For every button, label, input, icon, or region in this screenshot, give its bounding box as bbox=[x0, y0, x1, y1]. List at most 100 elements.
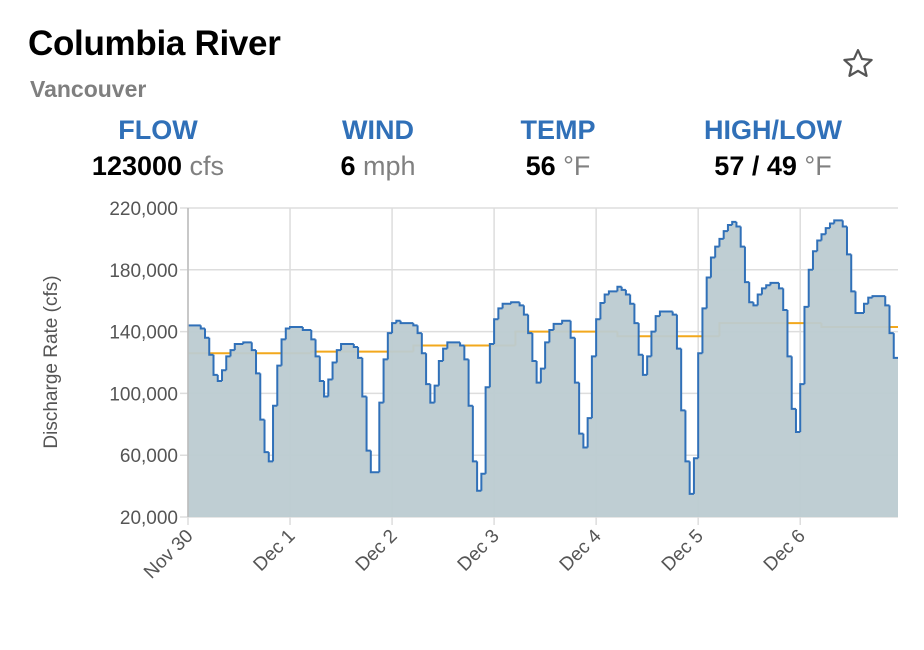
flow-step bbox=[471, 405, 478, 463]
flow-step bbox=[807, 268, 813, 307]
flow-step bbox=[650, 330, 656, 357]
flow-step bbox=[794, 408, 801, 434]
flow-step bbox=[386, 332, 393, 360]
flow-step bbox=[539, 367, 546, 383]
flow-step bbox=[811, 250, 818, 270]
stat-unit: mph bbox=[363, 151, 416, 181]
stat-label: TEMP bbox=[520, 115, 596, 145]
flow-step bbox=[357, 347, 363, 359]
flow-step bbox=[327, 378, 333, 397]
flow-step bbox=[420, 333, 427, 355]
flow-step bbox=[216, 374, 223, 383]
flow-step bbox=[777, 282, 784, 290]
stat-label: WIND bbox=[342, 115, 414, 145]
flow-step bbox=[301, 326, 312, 332]
flow-step bbox=[488, 342, 495, 388]
flow-step bbox=[280, 338, 286, 366]
flow-step bbox=[361, 357, 367, 398]
flow-step bbox=[862, 302, 869, 314]
flow-step bbox=[616, 285, 622, 292]
flow-step bbox=[884, 296, 890, 307]
flow-step bbox=[314, 339, 320, 358]
flow-step bbox=[590, 355, 597, 419]
stat-unit: cfs bbox=[189, 151, 225, 181]
flow-step bbox=[748, 282, 754, 304]
flow-step bbox=[654, 315, 660, 332]
flow-step bbox=[675, 314, 682, 350]
flow-step bbox=[586, 417, 592, 448]
flow-step bbox=[680, 348, 686, 412]
stat-value: 123000 bbox=[91, 151, 183, 181]
flow-step bbox=[501, 302, 512, 309]
flow-step bbox=[573, 337, 580, 384]
flow-step bbox=[340, 342, 354, 351]
flow-step bbox=[399, 320, 414, 325]
flow-step bbox=[828, 222, 835, 229]
stat-unit: °F bbox=[804, 151, 832, 181]
flow-step bbox=[578, 382, 584, 435]
stat-high-low: HIGH/LOW 57 / 49 °F bbox=[663, 112, 883, 184]
stat-value: 57 / 49 bbox=[714, 151, 797, 181]
flow-step bbox=[459, 342, 465, 347]
flow-step bbox=[803, 305, 809, 385]
flow-step bbox=[752, 302, 758, 307]
flow-step bbox=[671, 311, 677, 316]
flow-step bbox=[259, 373, 265, 421]
flow-step bbox=[739, 226, 745, 248]
flow-line bbox=[188, 219, 898, 495]
x-tick-label: Dec 1 bbox=[250, 526, 300, 576]
flow-step bbox=[544, 341, 550, 369]
flow-step bbox=[535, 360, 541, 384]
flow-step bbox=[816, 239, 822, 252]
flow-step bbox=[284, 327, 291, 340]
stat-value: 56 bbox=[525, 151, 556, 181]
y-axis-label: Discharge Rate (cfs) bbox=[41, 275, 62, 448]
flow-step bbox=[552, 322, 563, 331]
flow-step bbox=[595, 318, 601, 357]
flow-step bbox=[850, 254, 856, 293]
flow-step bbox=[476, 461, 482, 492]
flow-step bbox=[369, 450, 380, 474]
flow-step bbox=[760, 287, 767, 295]
flow-step bbox=[561, 319, 571, 324]
flow-step bbox=[845, 226, 852, 256]
flow-step bbox=[310, 330, 316, 341]
flow-step bbox=[599, 302, 605, 320]
x-tick-label: Dec 2 bbox=[352, 526, 402, 576]
flow-step bbox=[603, 293, 609, 304]
favorite-star-icon[interactable] bbox=[840, 46, 876, 82]
flow-step bbox=[255, 350, 261, 375]
flow-step bbox=[718, 237, 724, 247]
stat-temp: TEMP 56 °F bbox=[448, 112, 668, 184]
y-tick-label: 220,000 bbox=[109, 199, 178, 220]
flow-step bbox=[892, 333, 898, 359]
flow-step bbox=[790, 356, 796, 410]
flow-step bbox=[756, 293, 762, 306]
flow-step bbox=[799, 383, 805, 433]
flow-step bbox=[276, 364, 282, 406]
flow-step bbox=[331, 361, 337, 380]
flow-step bbox=[637, 323, 643, 356]
location-subtitle: Vancouver bbox=[30, 76, 147, 102]
flow-step bbox=[658, 310, 673, 317]
flow-step bbox=[646, 355, 652, 375]
flow-step bbox=[221, 369, 227, 382]
y-tick-label: 60,000 bbox=[120, 446, 178, 467]
flow-step bbox=[416, 325, 422, 335]
x-tick-label: Dec 5 bbox=[658, 526, 708, 576]
x-tick-label: Nov 30 bbox=[140, 526, 197, 583]
flow-step bbox=[446, 341, 461, 349]
flow-step bbox=[433, 384, 439, 403]
x-tick-label: Dec 4 bbox=[556, 525, 606, 575]
flow-step bbox=[204, 328, 210, 339]
flow-step bbox=[323, 381, 329, 398]
flow-step bbox=[242, 341, 252, 344]
stat-label: FLOW bbox=[118, 115, 198, 145]
flow-step bbox=[735, 221, 741, 228]
y-tick-label: 20,000 bbox=[120, 508, 178, 529]
flow-step bbox=[493, 318, 499, 344]
flow-step bbox=[786, 309, 792, 358]
flow-step bbox=[722, 230, 728, 239]
flow-step bbox=[633, 303, 639, 325]
